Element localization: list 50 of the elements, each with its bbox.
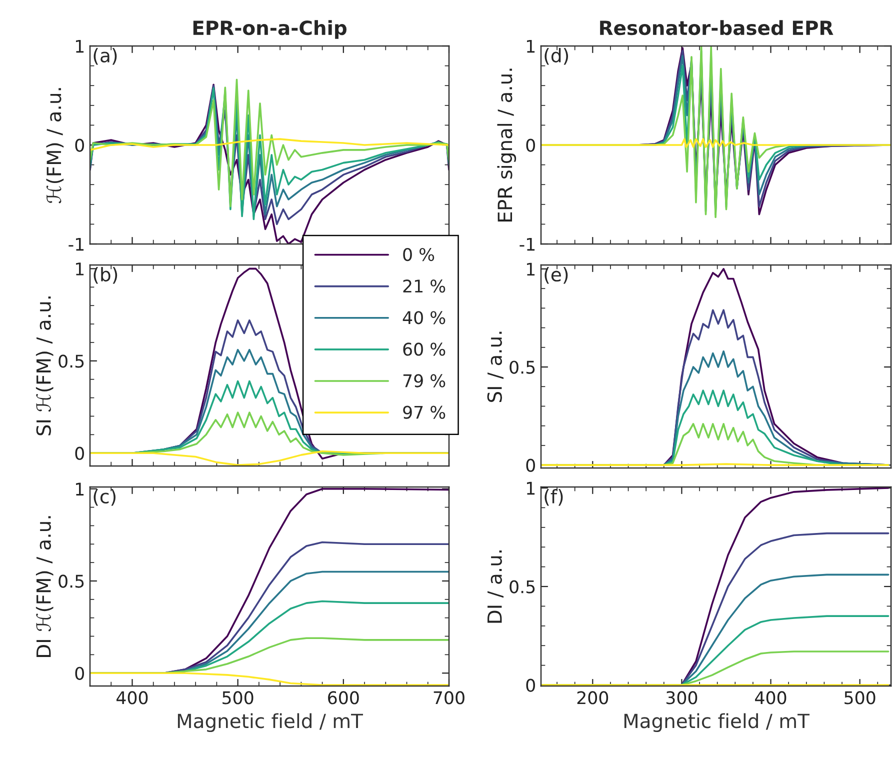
y-tick-label: 1 [527, 262, 535, 276]
y-tick-label: 0 [526, 138, 535, 152]
chart-title: EPR-on-a-Chip [193, 20, 346, 39]
x-axis-title: Magnetic field / mT [624, 713, 810, 732]
y-tick-label: 1 [527, 482, 535, 495]
legend-label: 40 % [402, 311, 446, 324]
y-axis-title: DI / a.u. [488, 550, 504, 623]
annotation: (b) [94, 267, 118, 284]
y-tick-label: 0.5 [58, 354, 84, 368]
y-tick-label: 0 [75, 666, 84, 680]
y-tick-label: 1 [76, 262, 84, 276]
x-tick-label: 400 [755, 691, 786, 704]
y-axis-title: DI ℋ(FM) / a.u. [36, 516, 54, 657]
y-axis-title: EPR signal / a.u. [497, 68, 516, 222]
line-series [541, 138, 891, 148]
chart-title: Resonator-based EPR [600, 20, 834, 36]
y-tick-label: 1 [527, 40, 535, 53]
annotation: (c) [94, 489, 116, 506]
legend-label: 21 % [403, 280, 446, 293]
legend-label: 79 % [403, 374, 446, 388]
legend-label: 60 % [403, 342, 446, 356]
y-tick-label: 0 [75, 138, 84, 152]
x-tick-label: 300 [666, 691, 698, 704]
y-axis-title: SI ℋ(FM) / a.u. [36, 296, 54, 436]
annotation: (a) [94, 48, 117, 65]
y-tick-label: 0 [526, 678, 535, 692]
annotation: (f) [544, 488, 563, 506]
y-tick-label: -1 [520, 238, 535, 251]
legend-label: 97 % [403, 406, 446, 419]
y-tick-label: -1 [68, 238, 84, 251]
y-axis-title: SI / a.u. [487, 332, 504, 402]
y-tick-label: 0 [75, 446, 84, 460]
y-tick-label: 0 [526, 458, 535, 472]
annotation: (e) [544, 267, 568, 284]
y-tick-label: 0.5 [58, 574, 84, 588]
annotation: (d) [544, 48, 568, 65]
y-tick-label: 1 [76, 482, 84, 496]
y-axis-title: ℋ(FM) / a.u. [46, 88, 64, 204]
y-tick-label: 0.5 [510, 360, 535, 374]
x-tick-label: 400 [116, 691, 148, 704]
legend-label: 0 % [403, 248, 434, 262]
x-tick-label: 700 [434, 691, 464, 704]
y-tick-label: 1 [76, 40, 84, 53]
line-series [90, 138, 449, 151]
x-axis-title: Magnetic field / mT [178, 713, 364, 732]
x-tick-label: 600 [328, 691, 359, 704]
x-tick-label: 200 [577, 691, 608, 704]
x-tick-label: 500 [222, 691, 254, 704]
x-tick-label: 500 [844, 691, 876, 704]
y-tick-label: 0.5 [510, 580, 535, 594]
